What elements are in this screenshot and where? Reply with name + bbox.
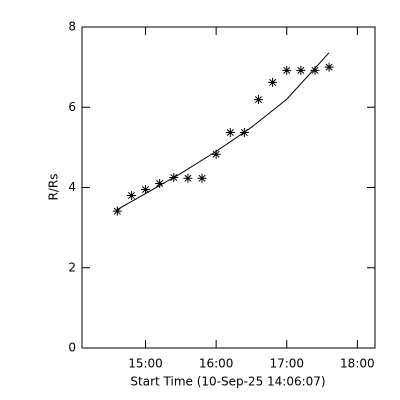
data-point bbox=[183, 173, 193, 183]
x-axis-label: Start Time (10-Sep-25 14:06:07) bbox=[130, 375, 325, 389]
data-point bbox=[310, 65, 320, 75]
y-tick-label: 4 bbox=[68, 180, 76, 194]
data-point bbox=[197, 173, 207, 183]
data-point bbox=[254, 95, 264, 105]
y-tick-label: 0 bbox=[68, 341, 76, 355]
data-point bbox=[324, 62, 334, 72]
data-point bbox=[296, 65, 306, 75]
y-tick-label: 2 bbox=[68, 260, 76, 274]
data-point bbox=[155, 178, 165, 188]
fit-line bbox=[117, 52, 330, 211]
data-point bbox=[169, 172, 179, 182]
data-point bbox=[141, 185, 151, 195]
data-point bbox=[112, 206, 122, 216]
data-point bbox=[225, 128, 235, 138]
data-point bbox=[239, 128, 249, 138]
y-tick-label: 8 bbox=[68, 20, 76, 34]
x-tick-label: 17:00 bbox=[269, 357, 304, 371]
y-tick-label: 6 bbox=[68, 100, 76, 114]
data-point bbox=[211, 149, 221, 159]
x-tick-label: 15:00 bbox=[128, 357, 163, 371]
data-point bbox=[268, 77, 278, 87]
x-tick-label: 16:00 bbox=[199, 357, 234, 371]
y-axis-label: R/Rs bbox=[47, 174, 61, 201]
data-point bbox=[126, 191, 136, 201]
x-tick-label: 18:00 bbox=[340, 357, 375, 371]
data-point bbox=[282, 65, 292, 75]
plot-frame bbox=[81, 26, 376, 349]
